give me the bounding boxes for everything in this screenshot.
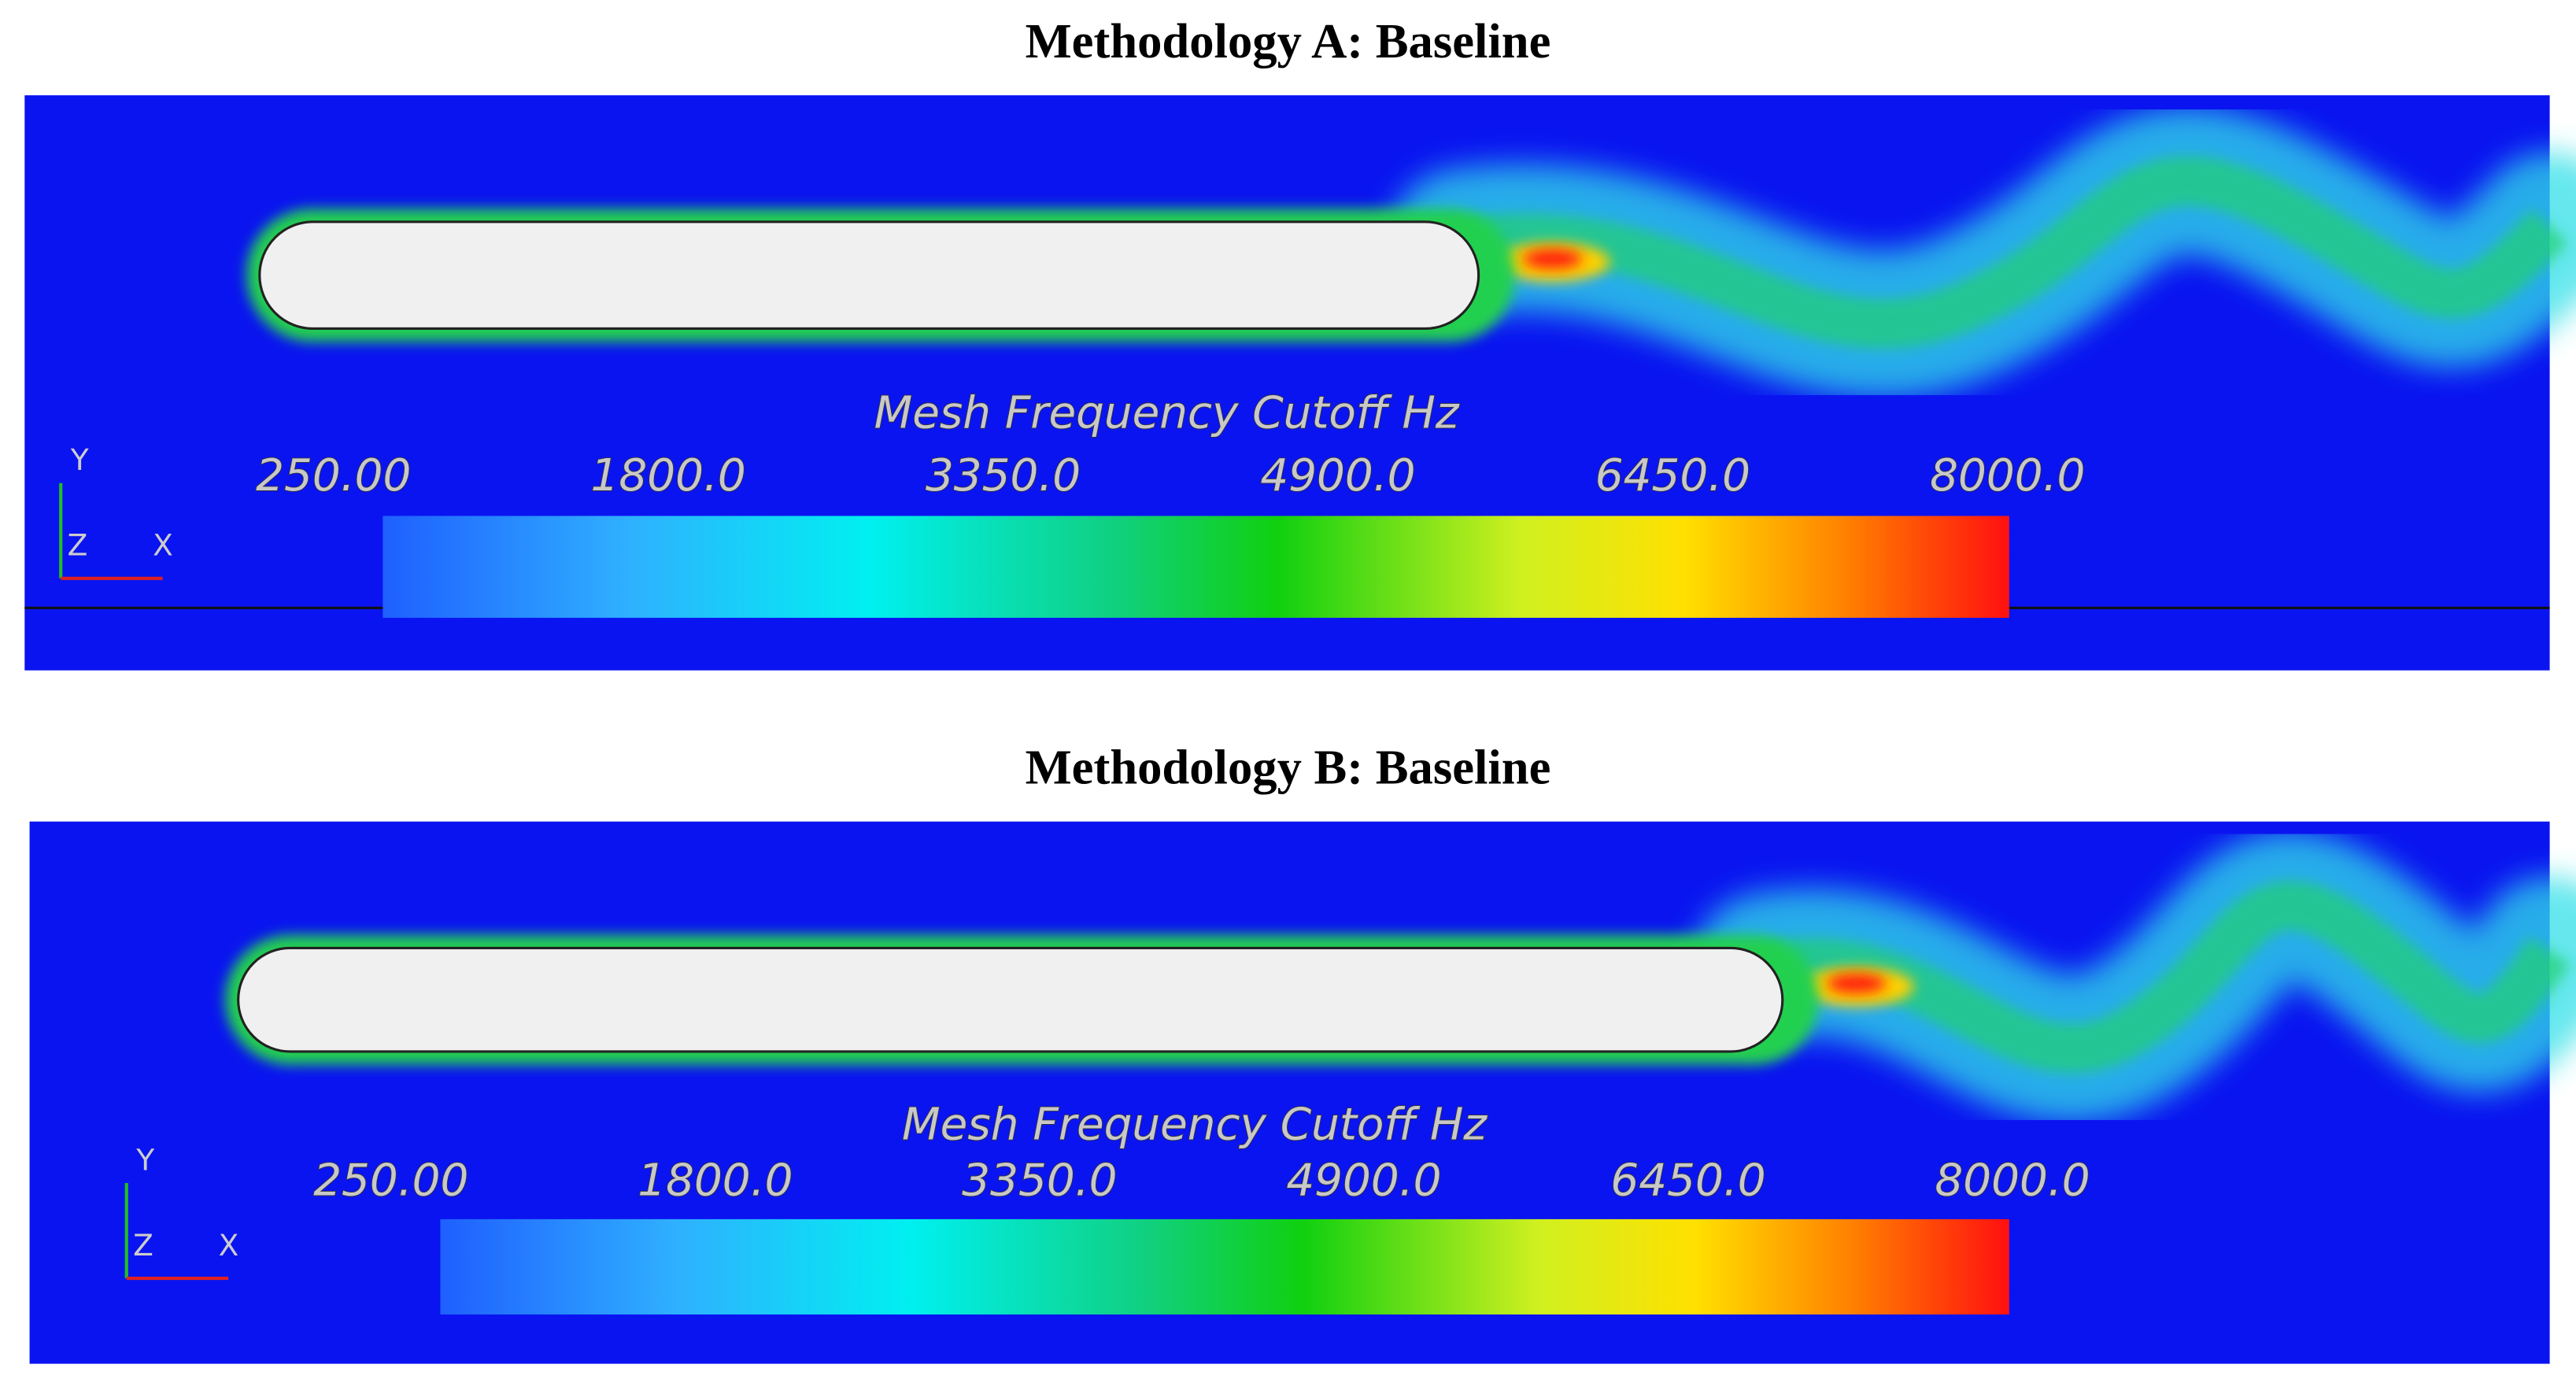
wake-mid — [1458, 156, 2568, 349]
axis-label-y: Y — [70, 442, 90, 477]
axis-label-y: Y — [135, 1142, 155, 1177]
panel-title: Methodology B: Baseline — [1026, 739, 1551, 794]
wake-mid — [1761, 881, 2570, 1074]
colorbar-tick-label: 4900.0 — [1286, 1156, 1441, 1207]
colorbar-tick-label: 3350.0 — [962, 1156, 1117, 1207]
axis-label-x: X — [219, 1228, 239, 1263]
colorbar — [383, 516, 2009, 618]
axis-label-z: Z — [68, 528, 88, 563]
colorbar-tick-label: 3350.0 — [926, 450, 1081, 501]
colorbar-tick-label: 8000.0 — [1930, 450, 2085, 501]
axis-label-x: X — [153, 528, 173, 563]
colorbar-tick-label: 250.00 — [313, 1156, 468, 1207]
colorbar — [440, 1218, 2009, 1315]
colorbar-tick-label: 6450.0 — [1610, 1156, 1765, 1207]
body — [237, 946, 1784, 1053]
simulation-field: Mesh Frequency Cutoff Hz 250.00 1800.0 3350… — [24, 95, 2576, 671]
colorbar-tick-label: 6450.0 — [1595, 450, 1750, 501]
wake-hot — [1827, 973, 1887, 993]
colorbar-tick-label: 4900.0 — [1260, 450, 1415, 501]
body — [258, 220, 1480, 331]
wake — [1388, 107, 2576, 398]
colorbar-title: Mesh Frequency Cutoff Hz — [874, 388, 1460, 439]
colorbar-tick-label: 8000.0 — [1935, 1156, 2090, 1207]
panel-title: Methodology A: Baseline — [1026, 13, 1551, 68]
simulation-field: Mesh Frequency Cutoff Hz 250.00 1800.0 3350… — [29, 821, 2576, 1364]
colorbar-tick-label: 1800.0 — [591, 450, 746, 501]
axis-label-z: Z — [133, 1228, 153, 1263]
colorbar-tick-label: 250.00 — [256, 450, 411, 501]
colorbar-title: Mesh Frequency Cutoff Hz — [902, 1100, 1488, 1151]
colorbar-tick-label: 1800.0 — [638, 1156, 793, 1207]
wake — [1691, 831, 2576, 1122]
wake-hot — [1522, 249, 1583, 269]
